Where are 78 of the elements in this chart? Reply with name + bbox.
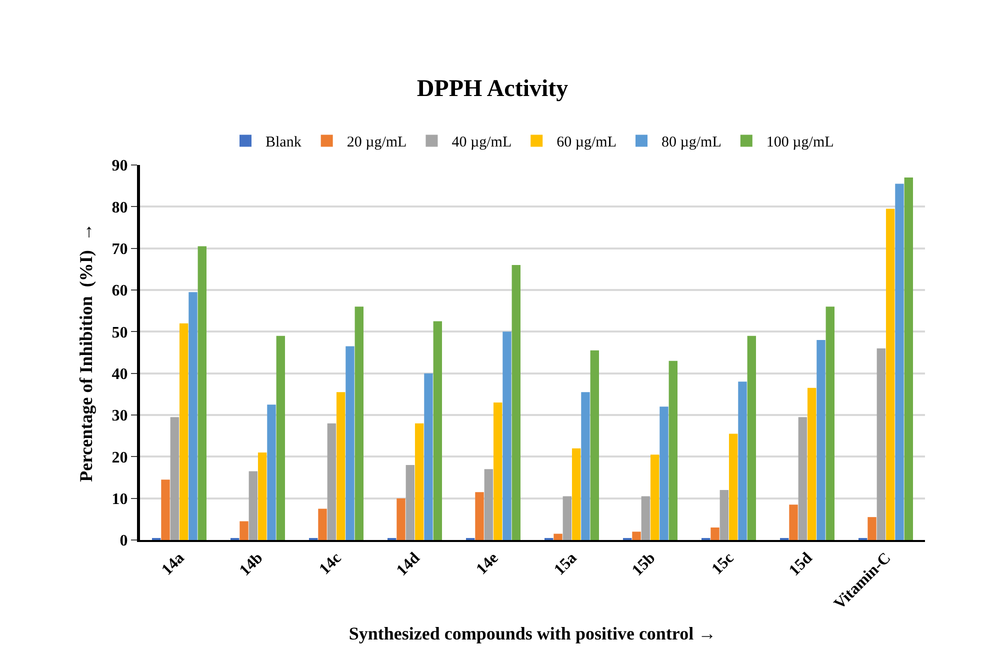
bar: [406, 465, 415, 540]
y-tick-label: 30: [112, 408, 128, 425]
bar: [650, 454, 660, 540]
bar: [433, 321, 442, 540]
bar: [161, 480, 170, 540]
bar: [267, 404, 276, 540]
bar: [248, 471, 258, 540]
chart-title: DPPH Activity: [416, 76, 568, 102]
bar: [318, 508, 327, 540]
legend-label: 20 µg/mL: [346, 134, 407, 151]
bar: [886, 208, 895, 540]
bar: [789, 504, 798, 540]
bar: [327, 423, 336, 540]
bar: [170, 417, 180, 540]
bar: [668, 360, 678, 540]
bar: [895, 184, 904, 540]
bar: [512, 265, 520, 540]
x-tick-label: 14e: [473, 550, 502, 578]
bar: [868, 517, 876, 540]
bar: [876, 348, 886, 540]
bar: [641, 496, 650, 540]
y-tick-label: 60: [112, 282, 128, 300]
bar: [475, 492, 484, 540]
x-tick-label: 14a: [158, 550, 188, 579]
bar: [807, 388, 816, 540]
bar: [581, 392, 590, 540]
x-tick-label: 15c: [708, 550, 738, 578]
x-axis-title: Synthesized compounds with positive control →: [348, 623, 716, 644]
bar: [798, 417, 808, 540]
bar: [632, 532, 641, 540]
bar: [493, 402, 502, 540]
y-tick-label: 80: [112, 199, 128, 216]
bar: [816, 340, 826, 540]
bar: [826, 306, 834, 540]
bar: [188, 292, 198, 540]
bar: [904, 178, 913, 540]
y-tick-label: 40: [112, 366, 128, 383]
x-tick-label: 14c: [316, 550, 345, 578]
y-tick-label: 90: [112, 158, 128, 175]
x-tick-label: 14b: [236, 550, 266, 580]
bar: [354, 306, 364, 540]
bar: [258, 452, 267, 540]
bar: [660, 406, 668, 540]
bar: [502, 332, 512, 540]
bar: [336, 392, 346, 540]
x-tick-label: 14d: [394, 550, 424, 580]
y-axis-title: Percentage of Inhibition (%I) →: [76, 223, 96, 482]
x-tick-label: 15d: [786, 550, 816, 580]
bar: [396, 498, 406, 540]
x-tick-label: 15b: [629, 550, 659, 580]
bar: [747, 336, 756, 540]
y-tick-label: 20: [112, 449, 128, 466]
bar: [424, 373, 433, 540]
bar: [554, 534, 562, 540]
bar: [728, 434, 738, 540]
legend-label: 100 µg/mL: [766, 134, 834, 151]
bar: [484, 469, 494, 540]
bar: [240, 521, 248, 540]
legend-label: Blank: [266, 134, 302, 151]
bar: [179, 323, 188, 540]
bar: [276, 336, 285, 540]
legend-label: 60 µg/mL: [556, 134, 616, 151]
bar: [710, 528, 720, 540]
legend-label: 80 µg/mL: [662, 134, 722, 151]
bar: [346, 346, 354, 540]
bar: [738, 382, 747, 540]
bar: [562, 496, 572, 540]
y-tick-label: 0: [120, 532, 128, 550]
bar: [414, 423, 424, 540]
bar: [590, 350, 599, 540]
x-tick-label: 15a: [551, 550, 580, 579]
y-tick-label: 10: [112, 490, 128, 508]
bar: [720, 490, 729, 540]
bar: [198, 246, 206, 540]
legend-label: 40 µg/mL: [452, 134, 512, 151]
y-tick-label: 70: [112, 240, 128, 258]
bar: [572, 448, 581, 540]
y-tick-label: 50: [112, 324, 128, 342]
